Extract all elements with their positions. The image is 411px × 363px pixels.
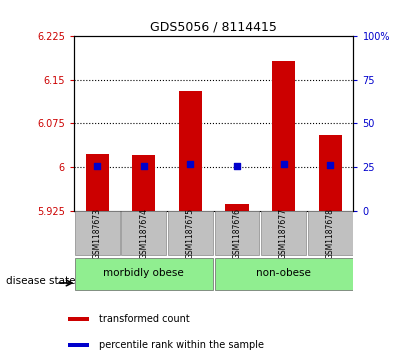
Text: morbidly obese: morbidly obese (104, 268, 184, 278)
Bar (69, 343, 89, 347)
Bar (122, 211, 166, 256)
Bar (132, 155, 155, 211)
Bar (75, 211, 120, 256)
Point (280, 161, 287, 167)
Text: percentile rank within the sample: percentile rank within the sample (99, 340, 264, 350)
Bar (308, 211, 353, 256)
Text: GSM1187676: GSM1187676 (233, 208, 242, 259)
Bar (225, 204, 249, 211)
Point (94, 163, 101, 169)
Bar (215, 211, 259, 256)
Text: disease state: disease state (6, 276, 76, 286)
Bar (75, 258, 213, 290)
Text: GSM1187673: GSM1187673 (93, 208, 102, 259)
Text: GSM1187678: GSM1187678 (326, 208, 335, 259)
Point (234, 163, 240, 169)
Text: GSM1187675: GSM1187675 (186, 208, 195, 259)
Text: transformed count: transformed count (99, 314, 190, 323)
Bar (179, 91, 202, 211)
Bar (261, 211, 306, 256)
Point (141, 163, 147, 169)
Bar (215, 258, 353, 290)
Bar (319, 135, 342, 211)
Point (187, 161, 194, 167)
Text: GSM1187674: GSM1187674 (139, 208, 148, 259)
Bar (168, 211, 213, 256)
Text: non-obese: non-obese (256, 268, 311, 278)
Bar (69, 317, 89, 321)
Bar (85, 154, 109, 211)
Title: GDS5056 / 8114415: GDS5056 / 8114415 (150, 21, 277, 34)
Bar (272, 61, 295, 211)
Text: GSM1187677: GSM1187677 (279, 208, 288, 259)
Point (327, 162, 333, 168)
